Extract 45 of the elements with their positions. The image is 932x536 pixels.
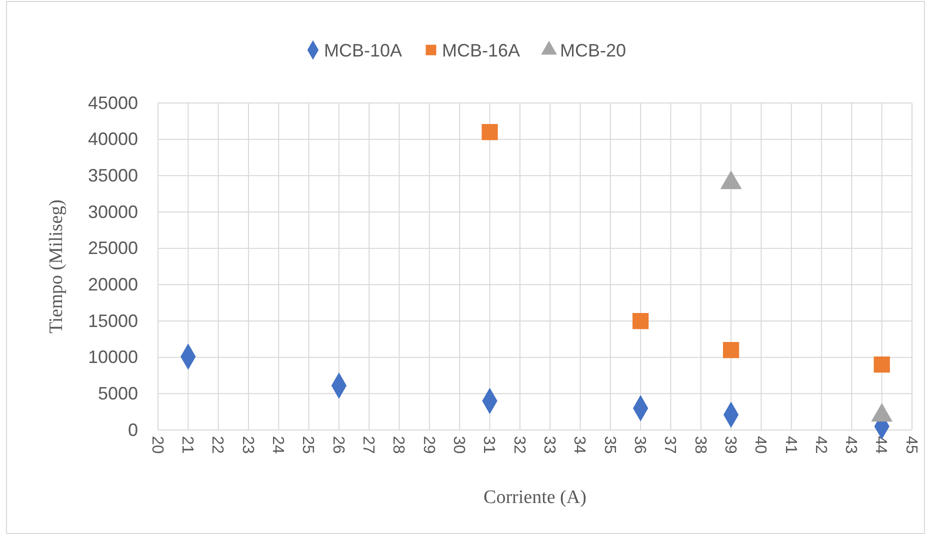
y-tick-label: 35000 [88,165,138,186]
x-tick-label: 27 [360,436,377,454]
x-tick-label: 22 [208,436,226,454]
x-tick-label: 42 [812,436,829,454]
x-axis-title: Corriente (A) [484,487,586,508]
x-tick-label: 24 [269,436,286,454]
x-tick-label: 34 [570,436,588,454]
y-tick-label: 15000 [88,310,138,331]
x-tick-label: 28 [390,436,407,454]
x-tick-label: 38 [691,436,708,454]
legend-label: MCB-16A [442,40,520,60]
point [874,356,890,373]
x-tick-label: 41 [782,436,799,454]
y-tick-label: 25000 [88,238,138,258]
x-tick-label: 25 [299,436,316,454]
x-tick-label: 33 [540,436,558,454]
y-tick-label: 30000 [88,202,138,222]
x-tick-label: 21 [178,436,196,454]
point [722,342,740,358]
x-tick-label: 44 [872,436,890,454]
y-tick-label: 10000 [88,347,138,368]
point [482,124,498,140]
x-tick-label: 26 [329,436,346,454]
x-tick-label: 43 [842,436,860,454]
point [632,312,649,330]
y-tick-label: 40000 [88,129,138,150]
x-tick-label: 37 [661,436,678,454]
y-tick-label: 45000 [88,92,138,113]
x-tick-label: 40 [752,436,769,454]
y-tick-label: 5000 [98,383,138,404]
x-tick-label: 20 [148,436,166,454]
legend-label: MCB-20 [560,40,626,60]
x-tick-label: 39 [721,436,738,454]
y-axis-title: Tiempo (Miliseg) [46,200,67,334]
x-tick-label: 32 [510,436,528,454]
x-tick-label: 31 [480,436,498,454]
x-tick-label: 30 [450,436,467,454]
x-tick-label: 29 [420,436,437,454]
y-tick-label: 20000 [88,274,138,294]
x-tick-label: 45 [902,436,920,454]
legend-label: MCB-10A [324,40,402,60]
x-tick-label: 35 [600,436,618,454]
x-tick-label: 23 [238,436,256,454]
y-tick-label: 0 [128,420,138,440]
x-tick-label: 36 [630,436,648,454]
